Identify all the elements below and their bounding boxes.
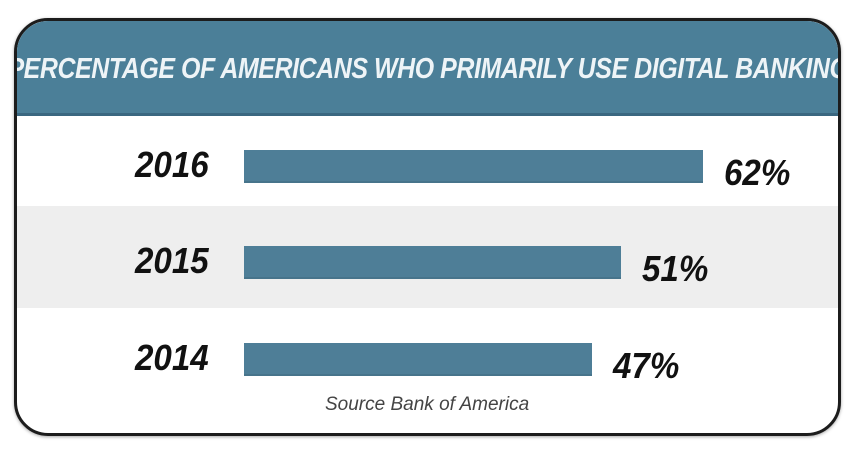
- bar-2016: [244, 150, 703, 183]
- chart-source: Source Bank of America: [325, 394, 530, 415]
- chart-title: PERCENTAGE OF AMERICANS WHO PRIMARILY US…: [14, 52, 841, 85]
- year-label: 2014: [135, 337, 209, 378]
- year-label: 2016: [135, 144, 209, 185]
- value-label: 62%: [723, 152, 791, 193]
- value-label: 51%: [642, 248, 709, 289]
- value-label: 47%: [612, 345, 680, 386]
- bar-2015: [244, 246, 622, 279]
- year-label: 2015: [135, 240, 209, 281]
- chart-card: PERCENTAGE OF AMERICANS WHO PRIMARILY US…: [14, 18, 841, 436]
- bar-2014: [244, 343, 592, 376]
- chart-header: PERCENTAGE OF AMERICANS WHO PRIMARILY US…: [17, 21, 838, 116]
